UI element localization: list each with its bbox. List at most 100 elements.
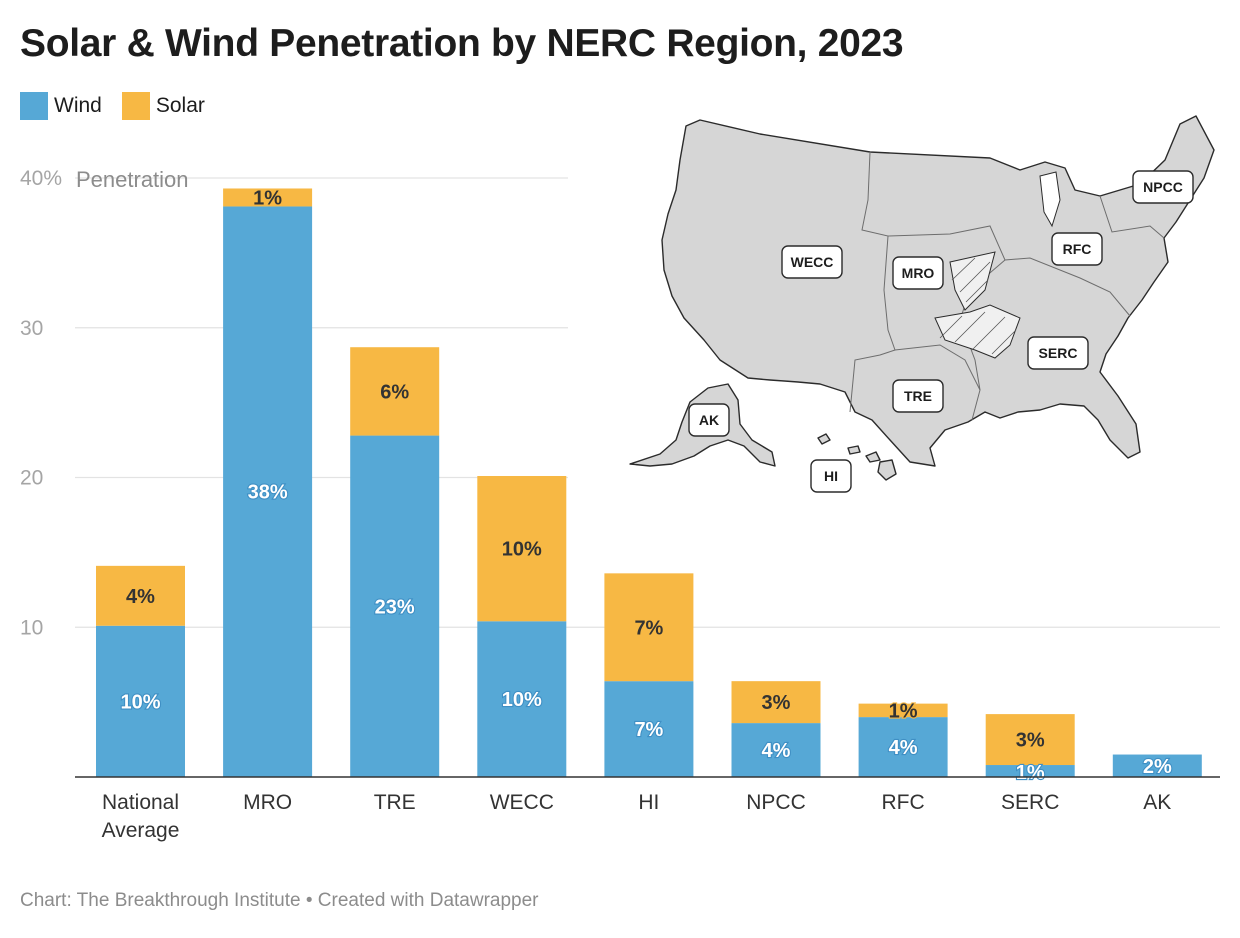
bar-solar	[604, 573, 694, 682]
bar-solar	[731, 681, 821, 724]
y-tick-label: 10	[20, 616, 43, 639]
nerc-region-map: WECC MRO RFC NPCC SERC TRE AK HI	[629, 115, 1215, 493]
x-tick-label: AK	[1143, 791, 1171, 814]
map-contiguous-us	[661, 115, 1215, 467]
map-label-box	[688, 403, 730, 437]
map-label-mro: MRO	[902, 265, 935, 281]
bar-solar	[96, 565, 185, 626]
map-hatched-area-1	[949, 251, 996, 311]
data-label-wind: 1%	[1016, 762, 1045, 784]
x-axis: National Average MRO TRE WECC HI NPCC RFC SERC AK	[102, 791, 1172, 842]
y-axis-label: Penetration	[76, 167, 189, 192]
map-border-wecc	[849, 151, 896, 413]
y-tick-label: 40%	[20, 167, 62, 190]
hatch-line	[959, 261, 991, 293]
legend-swatch-wind	[20, 92, 48, 120]
data-label-solar: 4%	[126, 586, 155, 608]
data-label-wind: 38%	[248, 482, 288, 504]
bar-wind	[731, 723, 821, 777]
map-label-box	[1051, 232, 1103, 266]
bar-solar	[858, 703, 948, 718]
hatch-line	[954, 311, 986, 343]
bar-solar	[985, 714, 1075, 766]
map-label-box	[1132, 170, 1194, 204]
bar-solar	[223, 188, 313, 207]
legend-item-solar: Solar	[121, 92, 205, 120]
map-border-npcc	[1099, 195, 1165, 239]
map-hatched-area-2	[934, 304, 1021, 359]
chart-title: Solar & Wind Penetration by NERC Region,…	[20, 22, 904, 65]
bars: 10% 4% 38% 1% 23% 6% 10% 10% 7% 7% 4% 3% 4% 1% 1% 3% 2%	[96, 186, 1202, 785]
y-tick-label: 30	[20, 317, 43, 340]
legend-label-solar: Solar	[155, 94, 205, 117]
data-label-solar: 7%	[634, 617, 663, 639]
x-tick-label: SERC	[1001, 791, 1059, 814]
x-tick-label: TRE	[374, 791, 416, 814]
map-label-box	[892, 256, 944, 290]
y-tick-label: 20	[20, 467, 43, 490]
data-label-wind: 4%	[889, 737, 918, 759]
legend-label-wind: Wind	[54, 94, 102, 117]
data-label-solar: 6%	[380, 381, 409, 403]
map-label-box	[1027, 336, 1089, 370]
data-label-wind: 7%	[634, 719, 663, 741]
data-label-wind: 23%	[375, 596, 415, 618]
map-hawaii-4	[877, 459, 897, 481]
hatch-line	[951, 257, 976, 281]
map-label-ak: AK	[699, 412, 719, 428]
map-label-rfc: RFC	[1063, 241, 1092, 257]
map-hawaii-2	[847, 445, 861, 455]
data-label-solar: 3%	[762, 692, 791, 714]
map-labels: WECC MRO RFC NPCC SERC TRE AK HI	[688, 170, 1194, 493]
data-label-solar: 1%	[889, 700, 918, 722]
data-label-solar: 3%	[1016, 730, 1045, 752]
map-hawaii-3	[865, 451, 881, 463]
map-great-lakes	[1039, 171, 1061, 228]
bar-wind	[1112, 754, 1202, 777]
data-label-wind: 10%	[502, 689, 542, 711]
bar-wind	[858, 717, 948, 777]
bar-wind	[223, 206, 313, 777]
x-tick-label: NPCC	[746, 791, 806, 814]
y-axis: 40% 30 20 10 Penetration	[20, 167, 189, 639]
map-label-box	[892, 379, 944, 413]
bar-wind	[985, 765, 1075, 777]
map-label-tre: TRE	[904, 388, 932, 404]
data-label-solar: 10%	[502, 539, 542, 561]
hatch-line	[991, 329, 1017, 355]
map-label-hi: HI	[824, 468, 838, 484]
x-tick-label: Average	[102, 819, 180, 842]
hatch-line	[939, 315, 963, 339]
map-label-wecc: WECC	[791, 254, 834, 270]
map-label-serc: SERC	[1039, 345, 1078, 361]
map-hatching	[939, 257, 1017, 355]
map-label-box	[810, 459, 852, 493]
data-label-wind: 2%	[1143, 756, 1172, 778]
x-tick-label: National	[102, 791, 179, 814]
hatch-line	[971, 316, 1006, 351]
bar-wind	[96, 625, 185, 777]
legend-swatch-solar	[121, 92, 150, 120]
data-label-solar: 1%	[253, 187, 282, 209]
x-tick-label: MRO	[243, 791, 292, 814]
bar-wind	[477, 621, 567, 777]
map-hawaii-1	[817, 433, 831, 445]
map-label-box	[781, 245, 843, 279]
x-tick-label: HI	[638, 791, 659, 814]
chart-footer: Chart: The Breakthrough Institute • Crea…	[20, 890, 539, 911]
map-border-rfc	[1004, 257, 1131, 317]
x-tick-label: WECC	[490, 791, 554, 814]
hatch-line	[965, 279, 989, 303]
legend: Wind Solar	[20, 92, 225, 120]
data-label-wind: 10%	[120, 691, 160, 713]
data-label-wind: 4%	[762, 740, 791, 762]
bar-wind	[604, 681, 694, 777]
map-border-tre	[894, 344, 981, 391]
bar-solar	[477, 476, 567, 622]
map-label-npcc: NPCC	[1143, 179, 1183, 195]
x-tick-label: RFC	[882, 791, 925, 814]
bar-wind	[350, 435, 440, 777]
legend-item-wind: Wind	[20, 92, 102, 120]
bar-solar	[350, 347, 440, 436]
